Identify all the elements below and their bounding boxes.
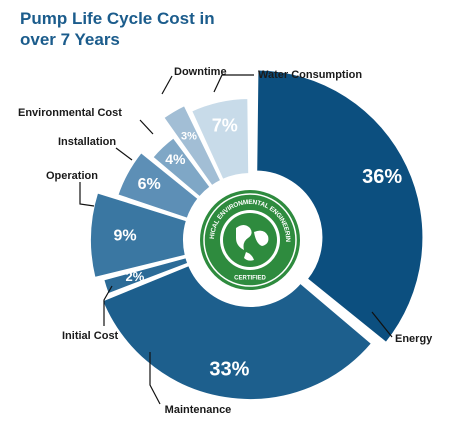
value-label: 2% bbox=[126, 269, 145, 284]
leader-line bbox=[161, 75, 173, 95]
category-label: Maintenance bbox=[165, 404, 232, 416]
value-label: 36% bbox=[362, 166, 402, 188]
value-label: 7% bbox=[212, 116, 238, 136]
value-label: 33% bbox=[209, 359, 249, 381]
leader-line bbox=[149, 352, 161, 405]
leader-line bbox=[115, 147, 133, 161]
category-label: Operation bbox=[46, 170, 98, 182]
donut-segment bbox=[161, 103, 223, 188]
logo-continents bbox=[236, 225, 269, 261]
value-label: 3% bbox=[181, 131, 197, 143]
leader-line bbox=[139, 119, 154, 135]
donut-segment bbox=[89, 191, 189, 280]
leader-line bbox=[79, 182, 95, 207]
leader-line bbox=[213, 74, 254, 93]
category-label: Environmental Cost bbox=[18, 107, 122, 119]
chart-title: Pump Life Cycle Cost in over 7 Years bbox=[20, 9, 215, 49]
logo-ring bbox=[203, 193, 297, 287]
value-label: 9% bbox=[113, 227, 136, 244]
donut-segment bbox=[116, 150, 201, 221]
category-label: Energy bbox=[395, 333, 433, 345]
category-label: Initial Cost bbox=[62, 330, 119, 342]
donut-segment bbox=[150, 135, 212, 199]
category-label: Downtime bbox=[174, 66, 227, 78]
donut-segment bbox=[100, 263, 374, 401]
category-label: Installation bbox=[58, 136, 116, 148]
logo-globe bbox=[223, 213, 277, 267]
donut-segment bbox=[255, 68, 425, 345]
value-label: 4% bbox=[165, 151, 186, 167]
leader-line bbox=[103, 285, 113, 326]
value-label: 6% bbox=[138, 176, 161, 193]
category-label: Water Consumption bbox=[258, 69, 362, 81]
logo-badge-text: CERTIFIED bbox=[234, 276, 266, 282]
donut-segment bbox=[102, 255, 190, 296]
donut-segment bbox=[189, 96, 251, 182]
leader-line bbox=[371, 311, 393, 338]
